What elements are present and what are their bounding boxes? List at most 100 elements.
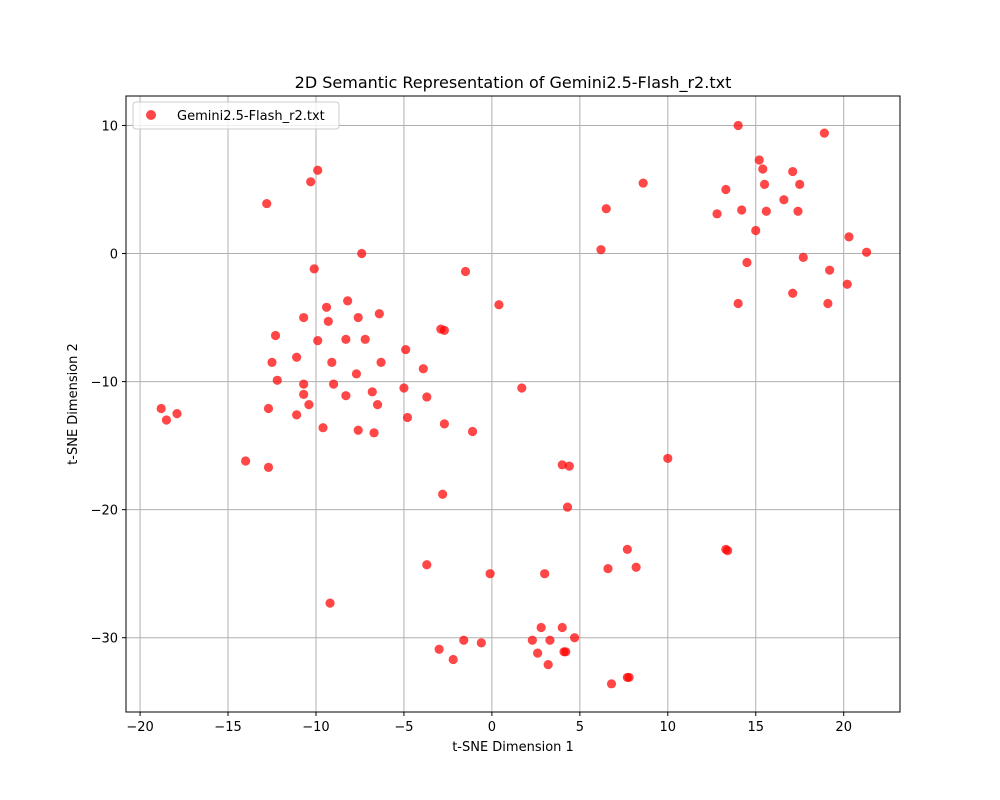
- data-point: [313, 165, 323, 175]
- data-point: [638, 178, 648, 188]
- data-point: [372, 400, 383, 410]
- data-point: [557, 622, 567, 633]
- data-point: [733, 298, 743, 309]
- plot-frame: [125, 95, 901, 713]
- data-point: [299, 312, 309, 323]
- data-point: [292, 410, 302, 420]
- data-point: [341, 334, 351, 344]
- data-point: [263, 462, 274, 472]
- data-point: [321, 302, 332, 312]
- x-axis-label: t-SNE Dimension 1: [452, 740, 574, 755]
- data-point: [353, 312, 363, 323]
- data-point: [262, 198, 272, 209]
- data-point: [561, 647, 571, 657]
- data-point: [161, 415, 172, 425]
- data-point: [172, 409, 182, 419]
- data-points: [156, 120, 872, 689]
- x-tick-label: −15: [214, 720, 241, 735]
- data-point: [819, 128, 829, 138]
- data-point: [721, 184, 731, 195]
- data-point: [712, 209, 722, 219]
- data-point: [517, 383, 527, 393]
- data-point: [323, 316, 333, 326]
- data-point: [328, 379, 339, 389]
- data-point: [795, 179, 805, 189]
- data-point: [351, 369, 362, 379]
- data-point: [758, 164, 768, 174]
- data-point: [825, 265, 835, 275]
- x-tick-label: −10: [302, 720, 329, 735]
- data-point: [788, 288, 798, 298]
- data-point: [439, 325, 449, 335]
- data-point: [543, 660, 553, 670]
- y-tick-label: 10: [101, 119, 118, 134]
- data-point: [861, 247, 872, 257]
- data-point: [476, 638, 486, 648]
- data-point: [341, 391, 351, 401]
- data-point: [793, 206, 803, 216]
- y-tick-label: −10: [91, 376, 118, 391]
- data-point: [327, 357, 337, 367]
- data-point: [439, 419, 449, 429]
- y-axis-label: t-SNE Dimension 2: [66, 343, 81, 465]
- data-point: [564, 461, 574, 471]
- data-point: [733, 120, 743, 131]
- data-point: [603, 563, 613, 574]
- data-point: [536, 622, 546, 633]
- data-point: [434, 644, 444, 654]
- data-point: [399, 383, 409, 393]
- data-point: [788, 166, 798, 177]
- data-point: [376, 357, 386, 367]
- data-point: [306, 177, 316, 187]
- data-point: [606, 679, 617, 689]
- data-point: [823, 298, 833, 309]
- data-point: [272, 375, 282, 385]
- data-point: [485, 569, 495, 579]
- data-point: [422, 560, 432, 570]
- data-point: [401, 344, 411, 355]
- data-point: [299, 389, 309, 399]
- data-point: [270, 330, 281, 341]
- data-point: [562, 502, 573, 512]
- data-point: [422, 392, 432, 402]
- legend: Gemini2.5-Flash_r2.txt: [132, 101, 340, 130]
- data-point: [299, 379, 309, 389]
- data-point: [540, 569, 550, 579]
- data-point: [353, 425, 363, 435]
- data-point: [844, 232, 854, 242]
- data-point: [325, 598, 335, 608]
- data-point: [357, 248, 367, 259]
- data-point: [737, 205, 747, 215]
- y-tick-label: 0: [110, 248, 118, 263]
- data-point: [467, 426, 478, 437]
- x-tick-label: 0: [488, 720, 496, 735]
- data-point: [318, 423, 328, 433]
- y-axis-ticks: −30 −20 −10 0 10: [91, 119, 126, 647]
- data-point: [156, 403, 166, 414]
- data-point: [438, 489, 448, 499]
- x-axis-ticks: −20 −15 −10 −5 0 5 10 15 20: [126, 712, 852, 735]
- y-tick-label: −30: [91, 632, 118, 647]
- data-point: [369, 428, 379, 438]
- data-point: [742, 257, 752, 268]
- x-tick-label: 10: [660, 720, 677, 735]
- legend-marker: [146, 110, 156, 120]
- data-point: [402, 412, 413, 423]
- x-tick-label: 20: [835, 720, 852, 735]
- data-point: [527, 635, 537, 645]
- data-point: [292, 352, 302, 362]
- data-point: [751, 225, 761, 236]
- x-tick-label: −20: [126, 720, 153, 735]
- data-point: [448, 654, 458, 665]
- data-point: [343, 296, 353, 306]
- data-point: [263, 403, 274, 414]
- x-tick-label: −5: [394, 720, 413, 735]
- data-point: [663, 453, 673, 464]
- data-point: [533, 648, 543, 658]
- data-point: [723, 546, 733, 556]
- legend-box: [132, 101, 340, 130]
- data-point: [779, 195, 789, 205]
- data-point: [241, 456, 251, 466]
- data-point: [798, 252, 808, 262]
